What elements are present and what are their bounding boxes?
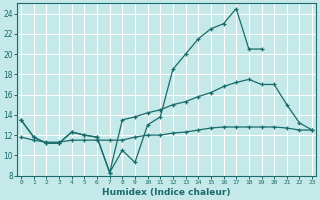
X-axis label: Humidex (Indice chaleur): Humidex (Indice chaleur) [102, 188, 231, 197]
